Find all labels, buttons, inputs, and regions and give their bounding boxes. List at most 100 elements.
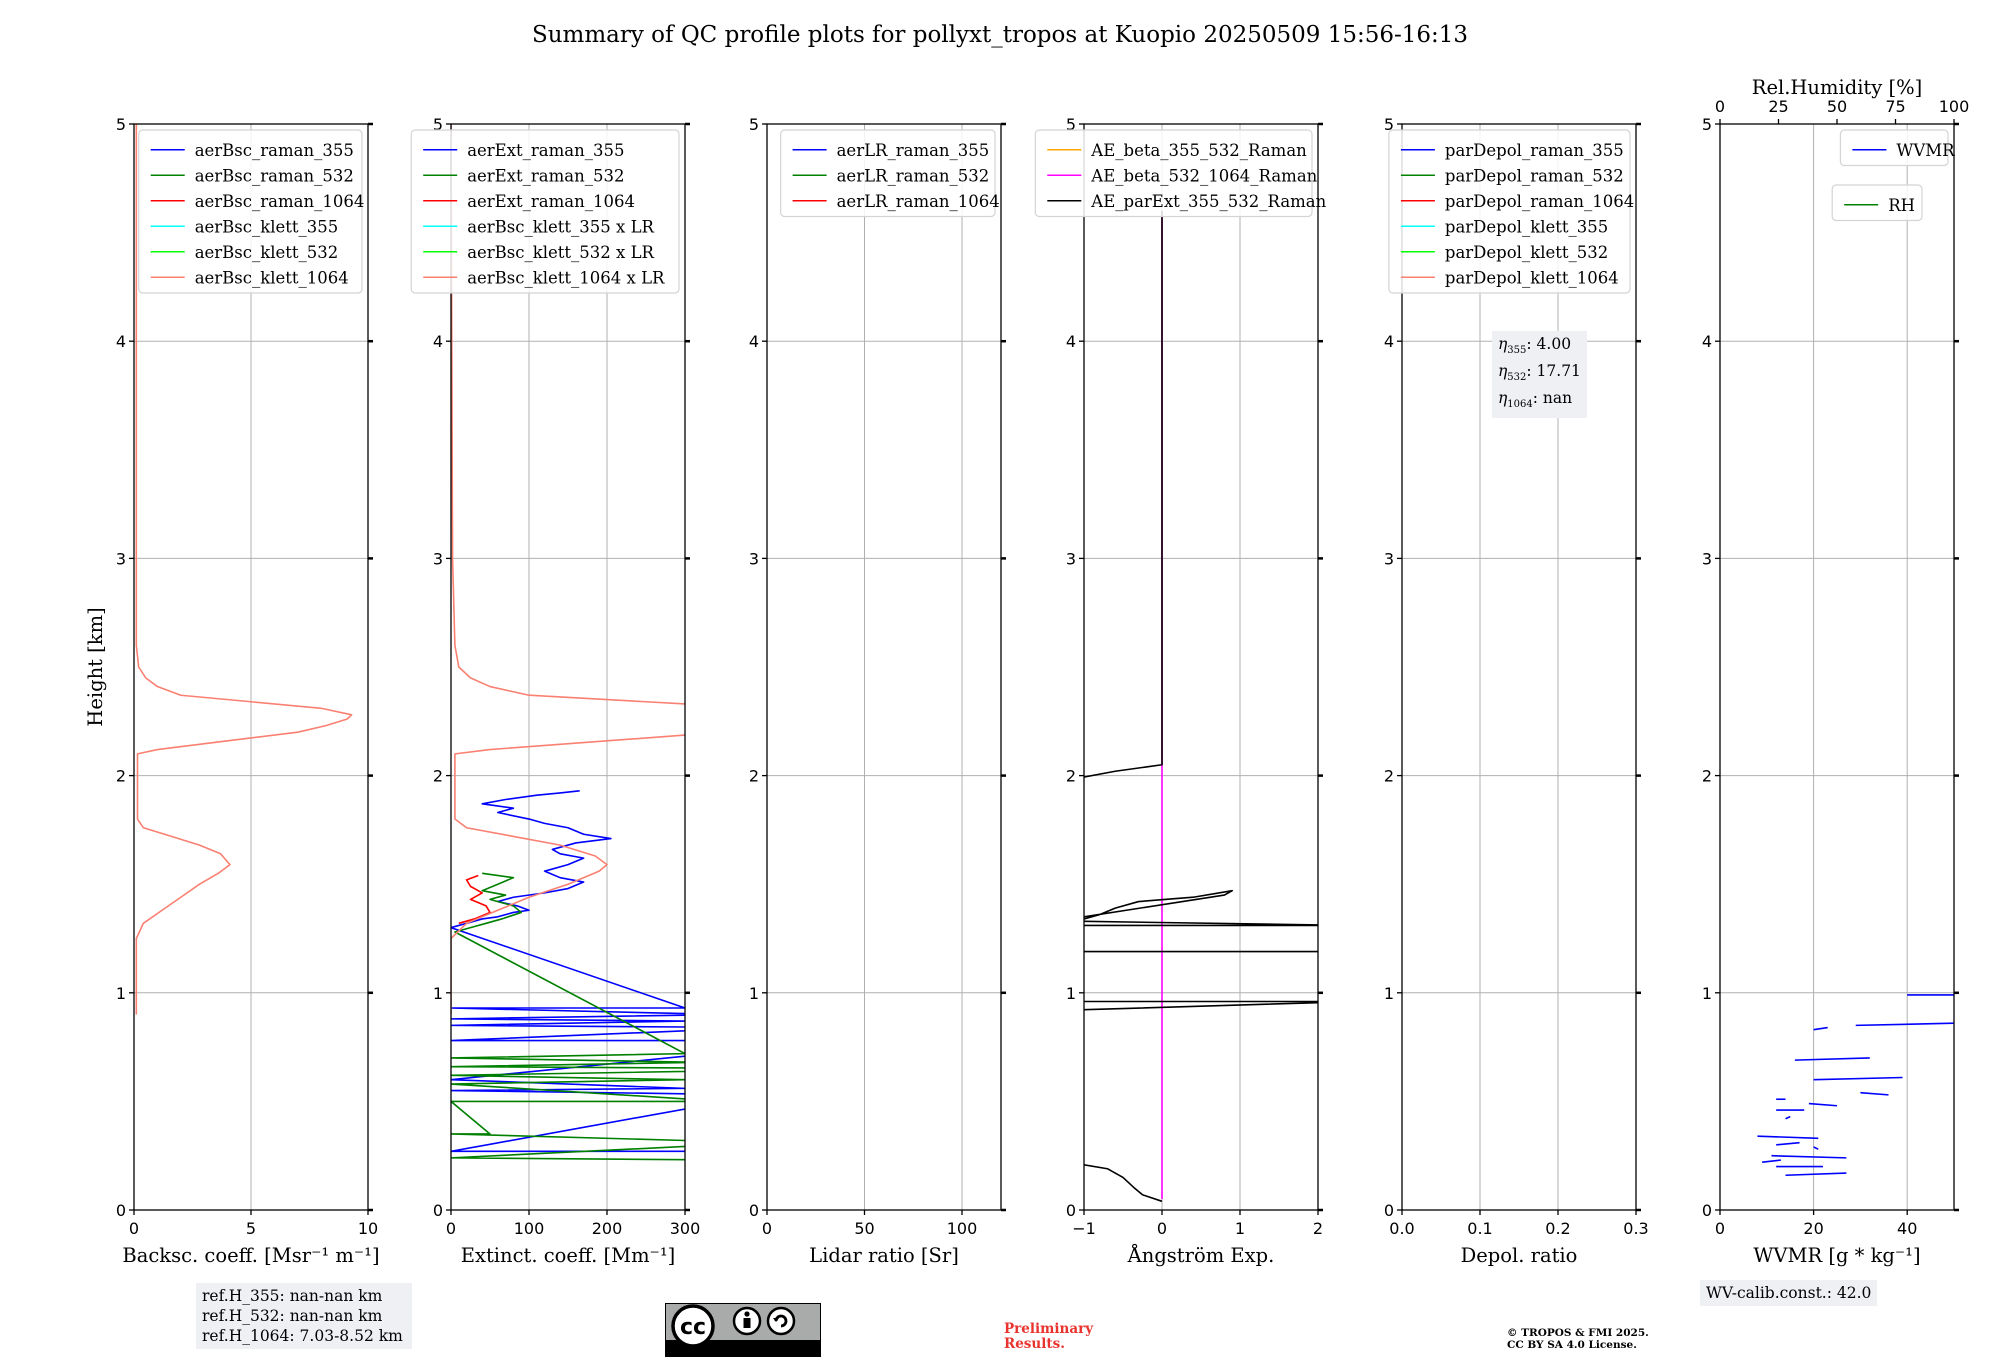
x-tick-label: 0.0	[1389, 1219, 1414, 1238]
x-tick-label: 200	[592, 1219, 623, 1238]
legend-item: aerBsc_klett_1064 x LR	[467, 268, 665, 287]
x-tick-label: 0.3	[1623, 1219, 1648, 1238]
y-tick-label: 1	[116, 984, 126, 1003]
legend-frame	[1831, 184, 1923, 222]
cc-by-sa-icon: cc	[665, 1303, 821, 1357]
panel-2: 0 1 2 3 4 5 0 100 200 300 Extinct. coeff. [Mm⁻¹] ae…	[410, 115, 701, 1267]
legend: aerBsc_raman_355 aerBsc_raman_532 aerBsc_r…	[138, 129, 365, 294]
panel-5: 0 1 2 3 4 5 0.0 0.1 0.2 0.3 Depol. ratio parDepol_r…	[1384, 115, 1649, 1267]
x-axis-label: Extinct. coeff. [Mm⁻¹]	[461, 1244, 676, 1267]
x-axis-label: Backsc. coeff. [Msr⁻¹ m⁻¹]	[122, 1244, 379, 1267]
legend-item: aerExt_raman_355	[467, 141, 624, 160]
y-tick-label: 5	[1066, 115, 1076, 134]
series-line-aerext-raman-355	[451, 790, 685, 1153]
x-tick-label: 0	[1157, 1219, 1167, 1238]
x2-tick-label: 25	[1768, 97, 1788, 116]
series-line-aerext-raman-532	[451, 872, 685, 1161]
series-segment-wvmr	[1757, 1135, 1819, 1140]
series-segment-wvmr	[1762, 1159, 1781, 1164]
y-tick-label: 3	[433, 549, 443, 568]
legend-item: aerBsc_klett_532 x LR	[467, 243, 654, 262]
y-tick-label: 4	[1066, 332, 1076, 351]
legend-item: aerLR_raman_532	[837, 166, 990, 185]
x2-tick-label: 50	[1827, 97, 1847, 116]
x2-tick-label: 0	[1715, 97, 1725, 116]
y-tick-label: 2	[116, 767, 126, 786]
copyright-note: © TROPOS & FMI 2025. CC BY SA 4.0 Licens…	[1507, 1327, 1649, 1351]
cc-by-label: BY	[74, 1340, 90, 1353]
y-tick-label: 0	[1066, 1201, 1076, 1220]
series-segment-wvmr	[1860, 1091, 1889, 1096]
legend-frame	[779, 129, 996, 218]
series-segment-wvmr	[1794, 1057, 1870, 1061]
y-tick-label: 0	[749, 1201, 759, 1220]
x-tick-label: 0	[129, 1219, 139, 1238]
series-segment-wvmr	[1776, 1141, 1800, 1146]
y-axis-label: Height [km]	[84, 607, 107, 726]
legend: WVMR	[1839, 129, 1955, 167]
y-tick-label: 5	[433, 115, 443, 134]
panel-1: 0 1 2 3 4 5 0 5 10 Backsc. coeff. [Msr⁻¹ m⁻¹] Heig…	[84, 115, 380, 1267]
series-segment-wvmr	[1813, 1146, 1819, 1150]
legend-frame	[1034, 129, 1313, 218]
y-tick-label: 3	[749, 549, 759, 568]
series-segment-wvmr	[1813, 1076, 1903, 1081]
y-tick-label: 0	[1702, 1201, 1712, 1220]
figure-title: Summary of QC profile plots for pollyxt_…	[531, 22, 1469, 48]
x-tick-label: 0.2	[1545, 1219, 1570, 1238]
reference-height-box: ref.H_355: nan-nan km ref.H_532: nan-nan…	[196, 1283, 412, 1349]
x-tick-label: 5	[246, 1219, 256, 1238]
legend: aerExt_raman_355 aerExt_raman_532 aerExt_r…	[410, 129, 680, 294]
legend-item: AE_parExt_355_532_Raman	[1090, 192, 1326, 211]
eta-355: η355: 4.00	[1498, 335, 1572, 357]
eta-532: η532: 17.71	[1498, 362, 1581, 384]
legend-frame	[1839, 129, 1949, 167]
y-tick-label: 0	[116, 1201, 126, 1220]
x-tick-label: 300	[670, 1219, 701, 1238]
x2-tick-label: 100	[1939, 97, 1970, 116]
y-tick-label: 1	[1066, 984, 1076, 1003]
y-tick-label: 5	[749, 115, 759, 134]
x2-axis-label: Rel.Humidity [%]	[1752, 76, 1922, 99]
legend-item: aerBsc_klett_532	[195, 243, 339, 262]
series-segment-wvmr	[1813, 1026, 1828, 1031]
y-tick-label: 4	[433, 332, 443, 351]
y-tick-label: 4	[749, 332, 759, 351]
x-tick-label: 20	[1803, 1219, 1823, 1238]
legend-item: aerBsc_raman_1064	[195, 192, 365, 211]
ref-height-355: ref.H_355: nan-nan km	[202, 1287, 383, 1305]
axes-frame	[1719, 123, 1955, 1211]
cc-sa-label: SA	[110, 1340, 127, 1353]
x-tick-label: 100	[947, 1219, 978, 1238]
series-segment-wvmr	[1808, 1102, 1838, 1107]
y-tick-label: 5	[1384, 115, 1394, 134]
wv-calibration-text: WV-calib.const.: 42.0	[1706, 1284, 1872, 1302]
x-tick-label: 50	[854, 1219, 874, 1238]
y-tick-label: 5	[1702, 115, 1712, 134]
cc-logo-icon: cc	[671, 1304, 796, 1348]
y-tick-label: 2	[1702, 767, 1712, 786]
axes-frame	[1083, 123, 1319, 1211]
x-tick-label: 2	[1313, 1219, 1323, 1238]
x-tick-label: 1	[1235, 1219, 1245, 1238]
y-tick-label: 2	[1384, 767, 1394, 786]
legend-item: aerLR_raman_355	[837, 141, 990, 160]
x2-tick-label: 75	[1885, 97, 1905, 116]
legend-item: aerBsc_klett_355 x LR	[467, 217, 654, 236]
y-tick-label: 2	[433, 767, 443, 786]
y-tick-label: 3	[1702, 549, 1712, 568]
eta-1064: η1064: nan	[1498, 389, 1573, 411]
series-segment-wvmr	[1785, 1115, 1791, 1120]
x-tick-label: 10	[358, 1219, 378, 1238]
x-tick-label: 0	[762, 1219, 772, 1238]
y-tick-label: 1	[749, 984, 759, 1003]
svg-text:cc: cc	[680, 1315, 706, 1340]
legend-item: RH	[1888, 196, 1915, 215]
y-tick-label: 0	[1384, 1201, 1394, 1220]
series-line-aerext-raman-1064	[458, 874, 491, 925]
y-tick-label: 0	[433, 1201, 443, 1220]
series-line-aerbsc-klett-1064	[135, 124, 353, 1015]
